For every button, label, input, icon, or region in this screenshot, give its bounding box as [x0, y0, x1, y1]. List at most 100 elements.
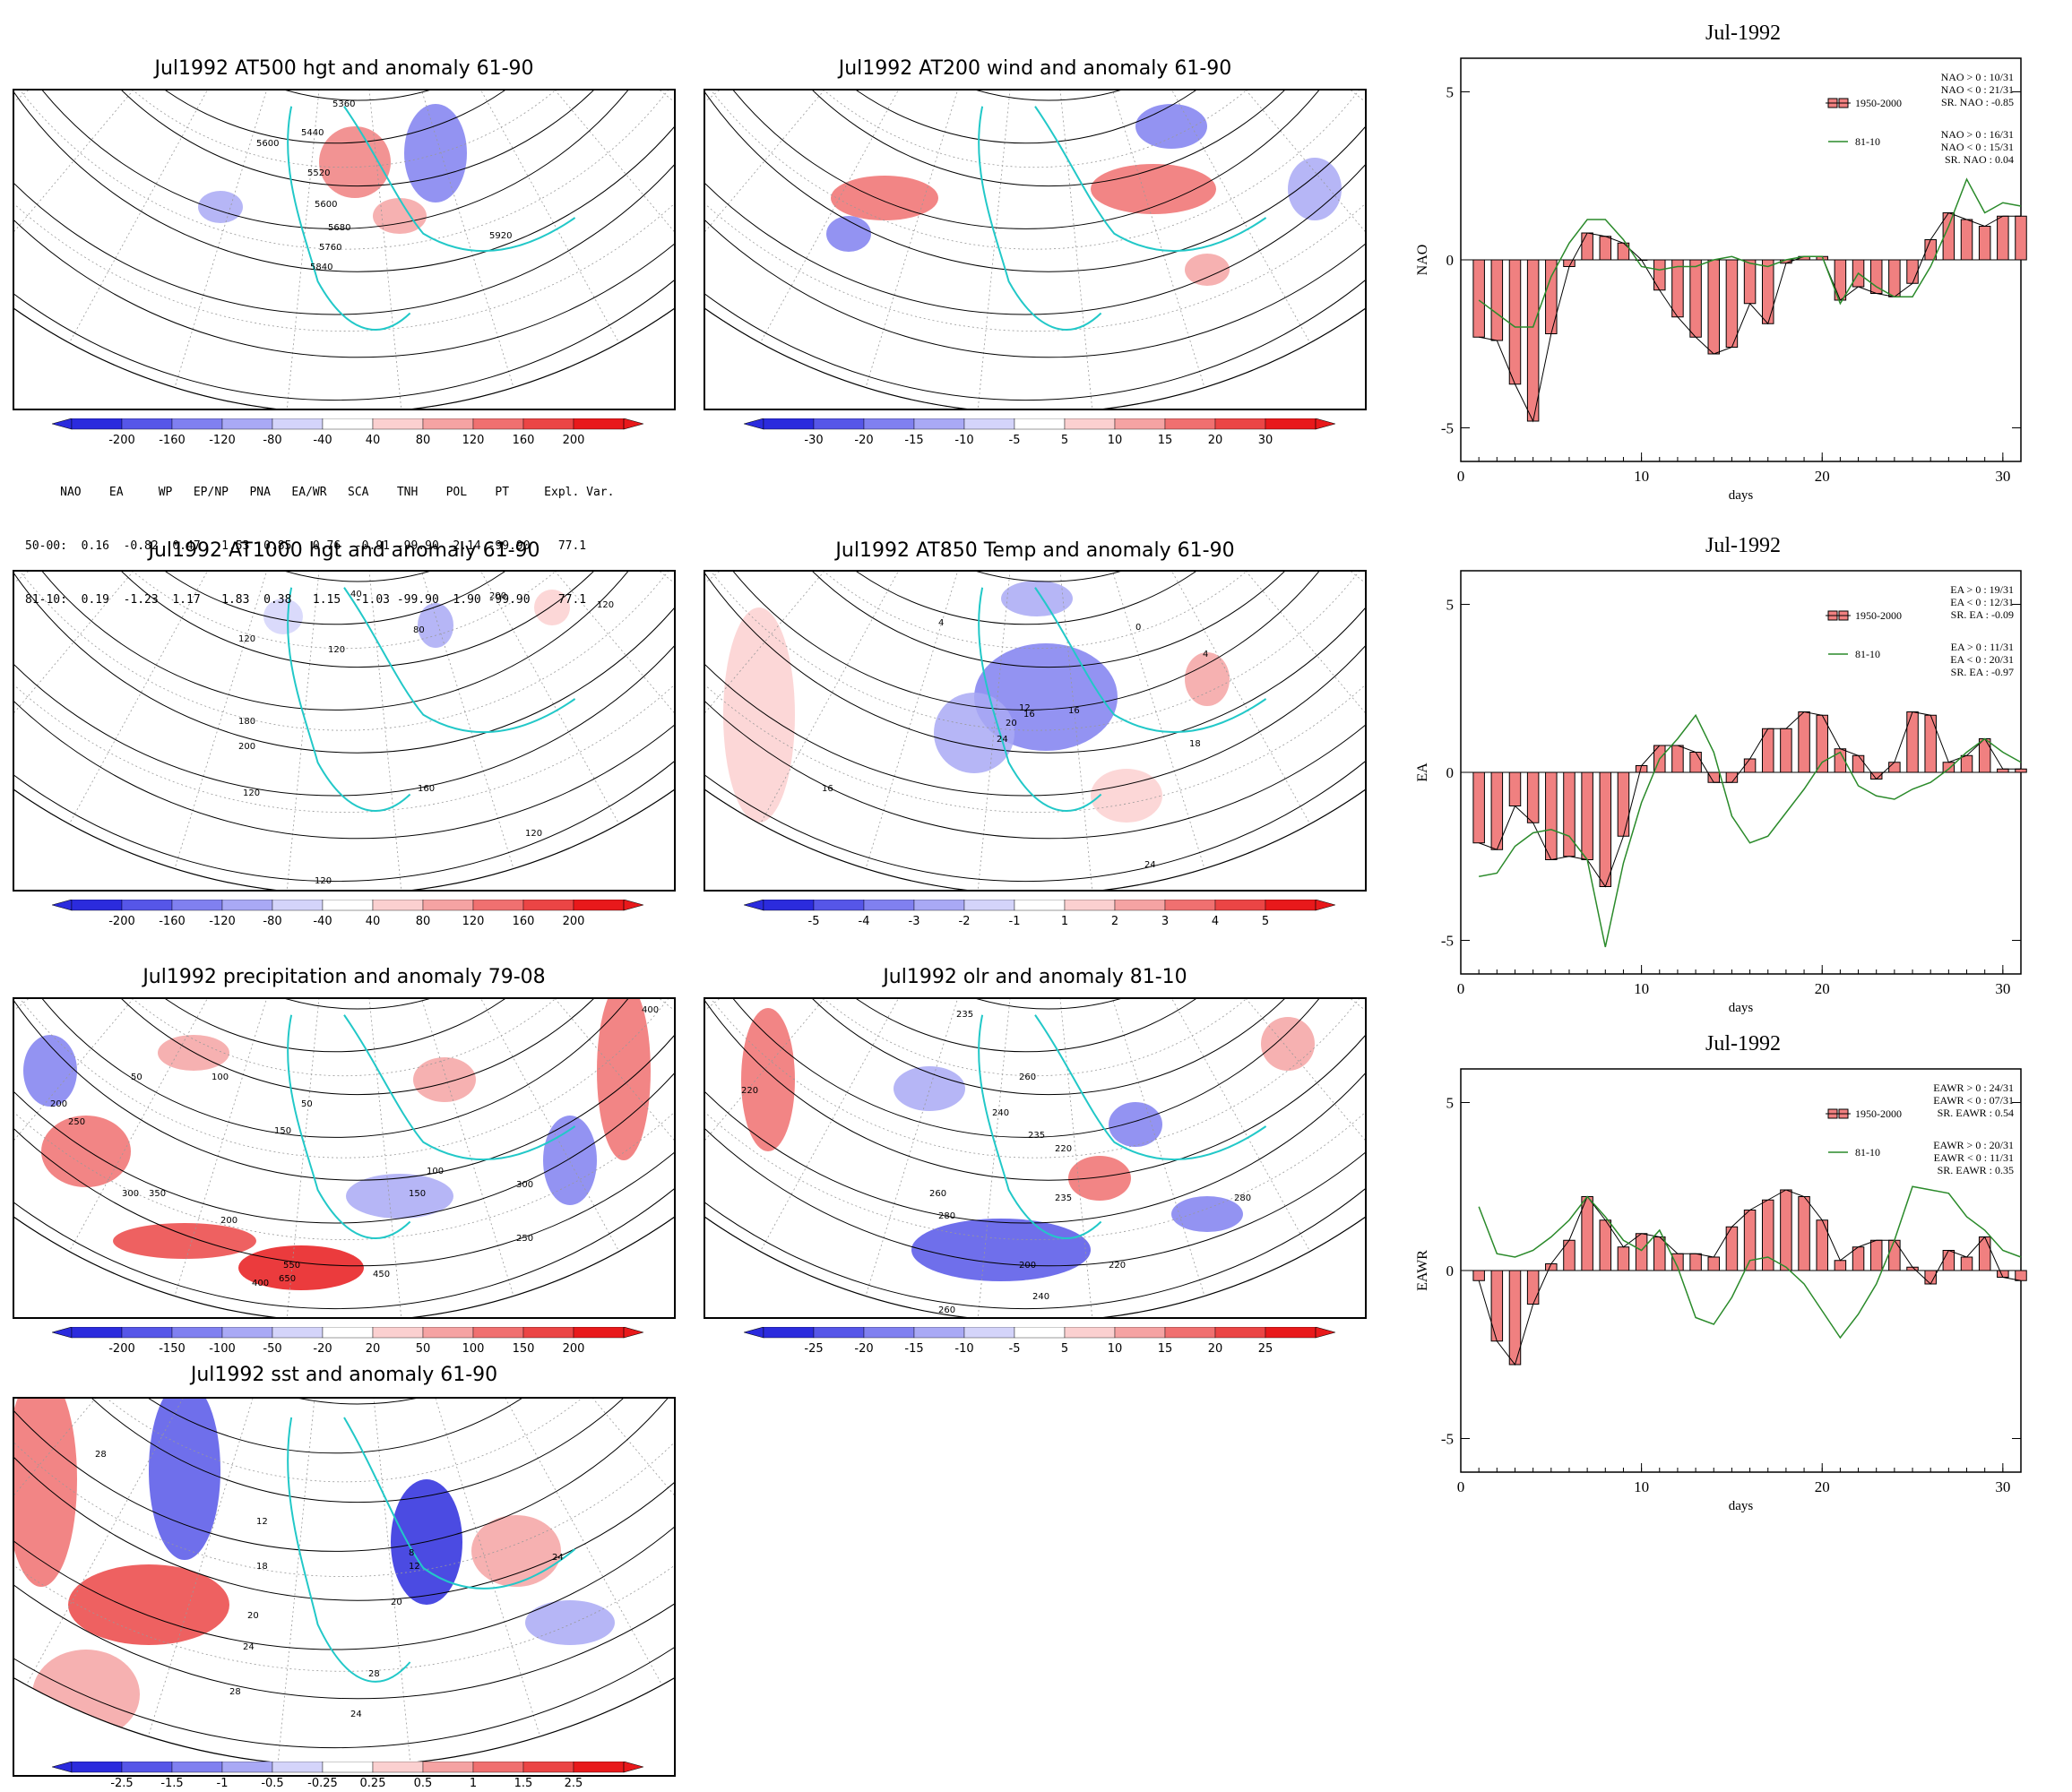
contour-label: 220	[1055, 1144, 1072, 1154]
colorbar-swatch	[1265, 1327, 1317, 1339]
anomaly-blob	[346, 1174, 453, 1219]
colorbar-swatch	[422, 1762, 474, 1773]
colorbar-swatch	[121, 900, 173, 911]
bar	[1834, 1260, 1847, 1271]
contour-label: 120	[328, 645, 345, 655]
colorbar-tick-label: 4	[1212, 915, 1219, 928]
colorbar-tick-label: -1	[217, 1777, 229, 1790]
colorbar-tick-label: -200	[108, 434, 135, 447]
bar	[1978, 738, 1991, 773]
contour-label: 250	[516, 1234, 533, 1244]
bar	[2015, 768, 2027, 773]
series-1950-2000-line	[1478, 1189, 2022, 1366]
meridian-line	[421, 90, 514, 388]
contour-line	[14, 1399, 674, 1503]
colorbar-swatch	[913, 900, 965, 911]
colorbar-tick-label: 150	[513, 1342, 535, 1356]
contour-line	[705, 90, 1365, 401]
colorbar-swatch	[1164, 900, 1216, 911]
legend-stat: EAWR < 0 : 07/31	[1933, 1094, 2014, 1107]
map-title-wind200: Jul1992 AT200 wind and anomaly 61-90	[838, 57, 1232, 80]
anomaly-blob	[238, 1245, 364, 1290]
bar	[1869, 1239, 1883, 1271]
contour-label: 0	[1135, 623, 1141, 633]
colorbar-tick-label: 100	[462, 1342, 485, 1356]
colorbar-swatch	[372, 418, 424, 430]
map-title-z500: Jul1992 AT500 hgt and anomaly 61-90	[154, 57, 534, 80]
meridian-line	[68, 999, 208, 1252]
contour-label: 100	[212, 1073, 229, 1082]
contour-line	[748, 999, 1304, 1053]
anomaly-blob	[1185, 254, 1230, 286]
contour-label: 24	[1144, 860, 1156, 870]
colorbar-arrow-left	[52, 1762, 73, 1773]
legend-stat: SR. EAWR : 0.35	[1938, 1164, 2014, 1176]
legend-stat: NAO > 0 : 10/31	[1941, 71, 2014, 83]
colorbar-arrow-right	[1315, 1327, 1335, 1339]
colorbar-tick-label: 20	[1208, 1342, 1223, 1356]
colorbar-swatch	[322, 418, 374, 430]
meridian-line	[705, 90, 1035, 100]
contour-line	[14, 1399, 674, 1700]
meridian-line	[759, 572, 899, 824]
colorbar-tick-label: 80	[416, 915, 431, 928]
bar	[1490, 1270, 1504, 1342]
contour-line	[14, 90, 674, 315]
contour-label: 8	[409, 1548, 414, 1558]
bar	[1508, 771, 1522, 806]
anomaly-blob	[32, 1650, 140, 1739]
contour-line	[748, 572, 1304, 625]
colorbar-precip: -200 -150 -100 -50 -20 20 50 100 150 200	[52, 1327, 643, 1359]
contour-label: 4	[938, 618, 944, 628]
anomaly-blob	[723, 607, 795, 823]
contour-label: 160	[418, 784, 435, 794]
contour-line	[14, 1399, 674, 1650]
contour-label: 120	[243, 788, 260, 798]
colorbar-tick-label: -5	[1009, 1342, 1021, 1356]
colorbar-swatch	[71, 1327, 123, 1339]
anomaly-blob	[741, 1008, 795, 1151]
coastline	[287, 587, 576, 812]
anomaly-shading	[723, 581, 1230, 823]
contour-label: 400	[252, 1279, 269, 1288]
colorbar-swatch	[1265, 418, 1317, 430]
anomaly-blob	[113, 1223, 256, 1259]
x-tick-label: 10	[1634, 980, 1649, 997]
map-panel-olr: 235 220 260 240 235 220 260 280 235 200 220 240 260 2…	[704, 997, 1367, 1319]
colorbar-swatch	[1214, 418, 1266, 430]
map-layer: 2812182024282824812202428	[14, 1399, 674, 1767]
contour-line	[14, 572, 674, 883]
contour-label: 450	[373, 1270, 390, 1279]
contour-label: 20	[1006, 719, 1017, 728]
colorbar-tick-label: -15	[904, 434, 923, 447]
colorbar-tick-label: 160	[513, 434, 535, 447]
colorbar-swatch	[573, 418, 625, 430]
bar	[1635, 1233, 1648, 1271]
map-title-t850: Jul1992 AT850 Temp and anomaly 61-90	[835, 539, 1235, 562]
bar	[1689, 259, 1702, 338]
contour-label: 5840	[310, 263, 332, 272]
contour-label: 12	[256, 1517, 268, 1527]
legend-stat: NAO < 0 : 21/31	[1941, 83, 2014, 96]
contour-label: 120	[597, 600, 614, 610]
anomaly-blob	[534, 590, 570, 625]
colorbar-tick-label: 15	[1158, 1342, 1173, 1356]
colorbar-swatch	[573, 1762, 625, 1773]
series-1950-2000-line	[1479, 211, 2021, 423]
bar	[1508, 259, 1522, 385]
contour-line	[705, 999, 1365, 1310]
colorbar-swatch	[1014, 1327, 1066, 1339]
contour-label: 150	[409, 1189, 426, 1199]
contour-lines	[705, 90, 1365, 401]
bar	[1671, 745, 1684, 773]
y-tick-label: 0	[1446, 252, 1455, 269]
bar	[1545, 771, 1558, 860]
anomaly-blob	[1091, 164, 1216, 214]
contour-label: 550	[283, 1261, 300, 1271]
colorbar-tick-label: 120	[462, 434, 485, 447]
colorbar-swatch	[272, 900, 324, 911]
contour-label: 5360	[332, 99, 355, 109]
colorbar-t850: -5 -4 -3 -2 -1 1 2 3 4 5	[744, 900, 1335, 932]
contour-line	[807, 999, 1290, 1010]
map-title-sst: Jul1992 sst and anomaly 61-90	[190, 1364, 498, 1386]
